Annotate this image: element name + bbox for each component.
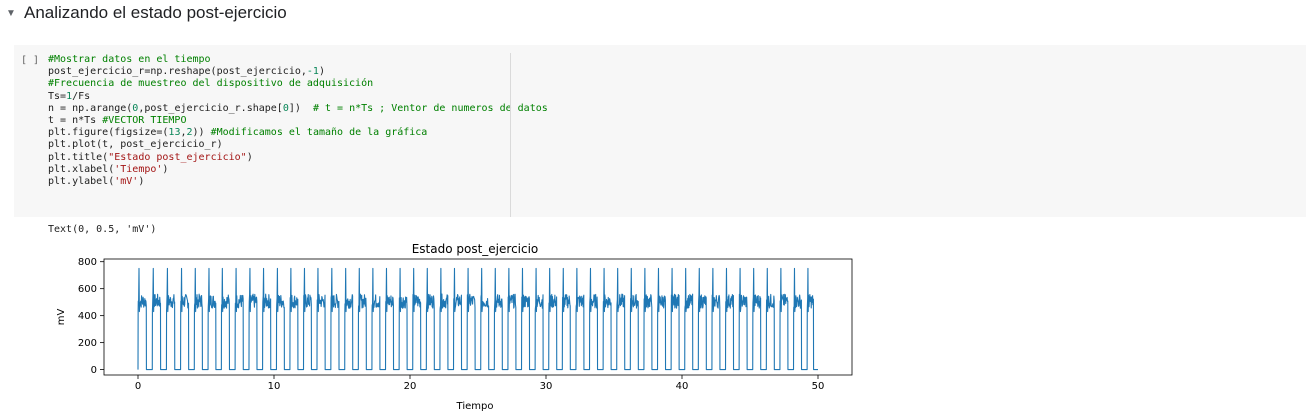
run-cell-button[interactable]: [ ] <box>21 55 40 66</box>
code-line: #Mostrar datos en el tiempo <box>48 54 510 66</box>
code-token: ]) <box>288 102 313 114</box>
y-tick-label: 400 <box>78 311 97 322</box>
code-line: plt.figure(figsize=(13,2)) #Modificamos … <box>48 127 510 139</box>
editor-ruler <box>510 53 511 217</box>
code-token: /Fs <box>72 90 91 102</box>
chart-title: Estado post_ejercicio <box>412 242 539 256</box>
x-tick-label: 10 <box>268 381 281 392</box>
code-line: plt.ylabel('mV') <box>48 176 510 188</box>
y-axis-label: mV <box>56 309 67 326</box>
code-line: t = n*Ts #VECTOR TIEMPO <box>48 115 510 127</box>
code-cell[interactable]: [ ] #Mostrar datos en el tiempo post_ejer… <box>14 45 1306 217</box>
code-token: 'mV' <box>114 175 139 187</box>
code-token: 2 <box>186 127 193 139</box>
code-token: Ts= <box>48 90 67 102</box>
code-token: ) <box>162 163 169 175</box>
code-token: plt.title( <box>48 151 109 163</box>
code-token: ,post_ejercicio_r.shape[ <box>138 102 283 114</box>
code-token: post_ejercicio_r=np.reshape(post_ejercic… <box>48 66 307 78</box>
code-token: #VECTOR TIEMPO <box>102 114 187 126</box>
section-title: Analizando el estado post-ejercicio <box>24 3 287 22</box>
y-tick-label: 200 <box>78 338 97 349</box>
code-token: plt.xlabel( <box>48 163 115 175</box>
code-token: # t = n*Ts ; Ventor de numeros de datos <box>312 102 548 114</box>
code-editor[interactable]: #Mostrar datos en el tiempo post_ejercici… <box>48 54 548 188</box>
code-line: Ts=1/Fs <box>48 91 510 103</box>
code-token: 0 <box>282 102 289 114</box>
code-token: plt.figure(figsize=( <box>48 127 169 139</box>
code-token: #Frecuencia de muestreo del dispositivo … <box>48 78 374 90</box>
code-token: 13 <box>168 127 181 139</box>
plot-frame <box>103 258 853 376</box>
code-token: #Modificamos el tamaño de la gráfica <box>210 127 428 139</box>
code-token: "Estado post_ejercicio" <box>108 151 247 163</box>
code-line: #Frecuencia de muestreo del dispositivo … <box>48 78 510 90</box>
series-line <box>137 267 818 371</box>
x-axis-label: Tiempo <box>456 401 494 412</box>
code-token: 'Tiempo' <box>114 163 163 175</box>
code-token: t = n*Ts <box>48 114 103 126</box>
code-token: #Mostrar datos en el tiempo <box>48 54 211 65</box>
x-tick-label: 20 <box>404 381 417 392</box>
code-token: ) <box>138 175 145 187</box>
code-line: plt.xlabel('Tiempo') <box>48 164 510 176</box>
code-token: ) <box>246 151 253 163</box>
code-token: 0 <box>132 102 139 114</box>
code-token: ) <box>318 66 325 78</box>
code-line: plt.title("Estado post_ejercicio") <box>48 152 510 164</box>
caret-down-icon[interactable]: ▼ <box>6 7 16 19</box>
code-token: -1 <box>306 66 319 78</box>
x-tick-label: 30 <box>540 381 553 392</box>
y-tick-label: 0 <box>91 365 97 376</box>
line-chart: Estado post_ejercicio 0 10 20 30 40 50 0 200 400… <box>56 242 853 412</box>
code-line: post_ejercicio_r=np.reshape(post_ejercic… <box>48 66 510 78</box>
cell-output-text: Text(0, 0.5, 'mV') <box>48 224 157 235</box>
code-token: plt.plot(t, post_ejercicio_r) <box>48 139 223 151</box>
code-line: plt.plot(t, post_ejercicio_r) <box>48 139 510 151</box>
code-token: )) <box>192 127 211 139</box>
y-tick-label: 600 <box>78 284 97 295</box>
x-tick-label: 50 <box>812 381 825 392</box>
x-tick-label: 0 <box>135 381 141 392</box>
section-header[interactable]: ▼ Analizando el estado post-ejercicio <box>0 0 600 26</box>
x-tick-label: 40 <box>676 381 689 392</box>
code-token: plt.ylabel( <box>48 175 115 187</box>
code-line: n = np.arange(0,post_ejercicio_r.shape[0… <box>48 102 548 115</box>
code-token: n = np.arange( <box>48 102 133 114</box>
y-tick-label: 800 <box>78 257 97 268</box>
code-token: 1 <box>66 90 73 102</box>
code-token: , <box>180 127 187 139</box>
